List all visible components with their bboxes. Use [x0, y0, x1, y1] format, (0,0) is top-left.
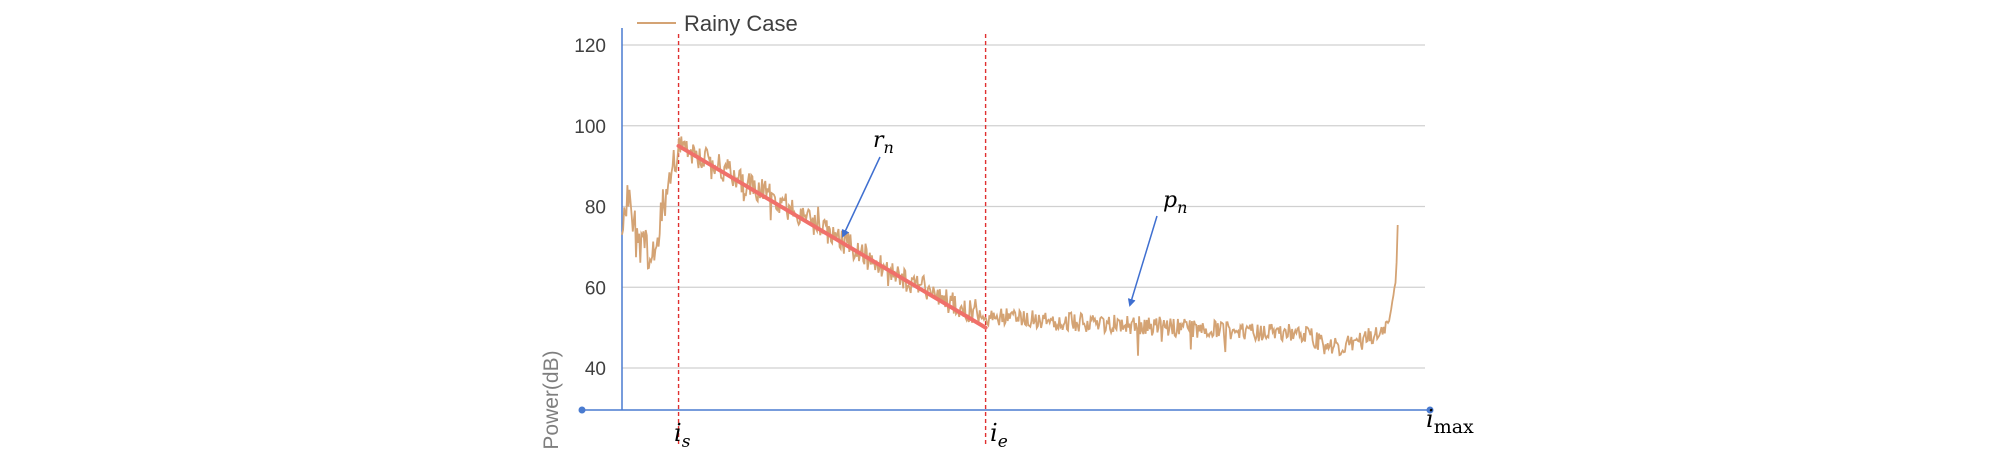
- y-tick-label: 60: [585, 278, 606, 299]
- series-line-rainy-case: [621, 136, 1399, 357]
- annotation-pn: pn: [1127, 188, 1187, 307]
- x-end-label-imax: imax: [1426, 405, 1474, 438]
- arrow-rn: [841, 156, 881, 238]
- y-tick-label: 120: [574, 36, 606, 57]
- annotation-rn-label: r: [873, 128, 885, 153]
- x-axis-start-dot: [578, 406, 586, 414]
- y-tick-label: 100: [574, 117, 606, 138]
- gridlines: [622, 44, 1425, 369]
- annotation-pn-sub: n: [1177, 198, 1187, 217]
- fit-line-rn: [676, 143, 988, 330]
- annotation-pn-label: p: [1163, 188, 1177, 213]
- y-tick-label: 80: [585, 198, 606, 219]
- annotation-rn: rn: [841, 128, 894, 238]
- svg-text:pn: pn: [1163, 188, 1187, 217]
- vertical-markers: [677, 34, 987, 445]
- legend: Rainy Case: [637, 11, 798, 36]
- marker-label-is: is: [674, 419, 691, 452]
- x-axis-end-dot: [1426, 406, 1434, 414]
- arrow-pn: [1127, 215, 1158, 307]
- legend-label-rainy-case: Rainy Case: [684, 11, 798, 36]
- y-axis-label: Power(dB): [540, 350, 563, 449]
- svg-text:rn: rn: [873, 128, 894, 157]
- y-tick-label: 40: [585, 359, 606, 380]
- annotation-rn-sub: n: [884, 138, 894, 157]
- marker-label-ie: ie: [990, 419, 1008, 452]
- y-tick-labels: 40 60 80 100 120: [574, 36, 606, 380]
